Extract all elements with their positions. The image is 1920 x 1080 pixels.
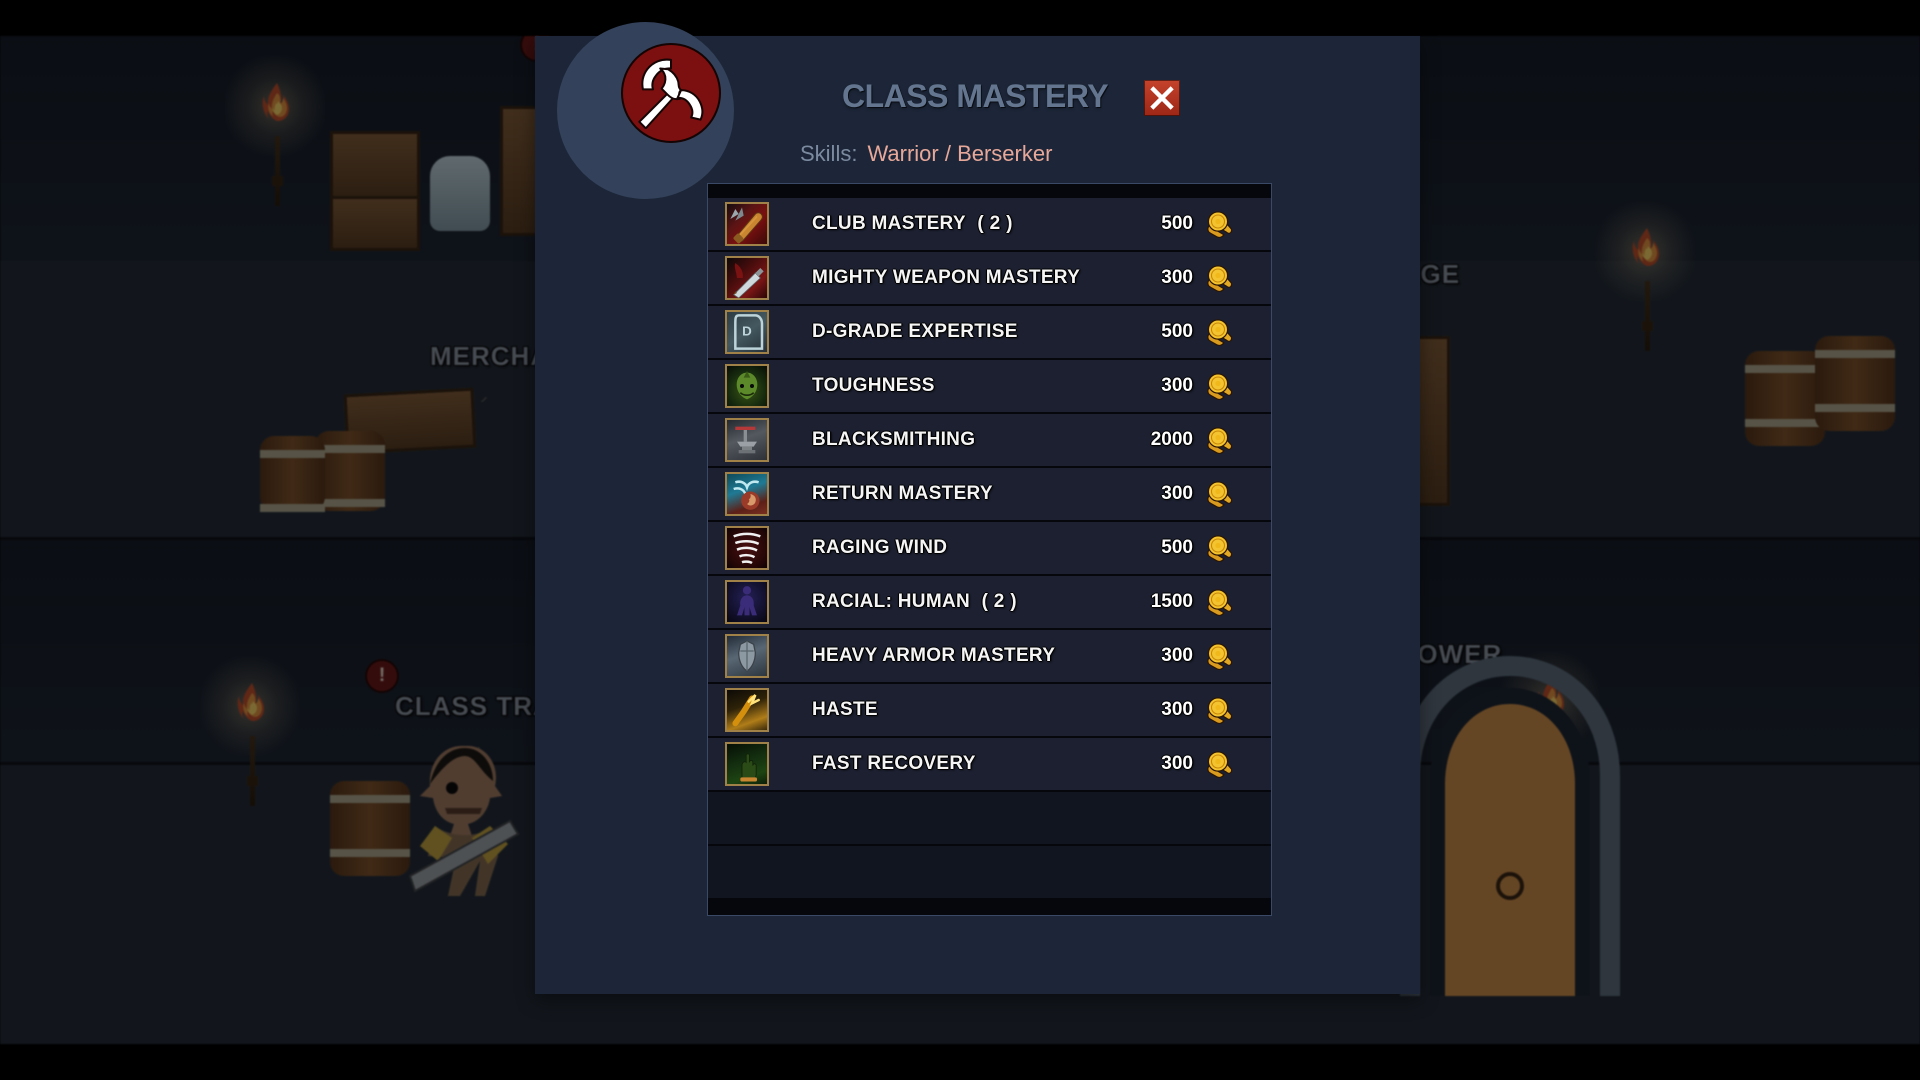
svg-text:D: D — [742, 323, 752, 338]
